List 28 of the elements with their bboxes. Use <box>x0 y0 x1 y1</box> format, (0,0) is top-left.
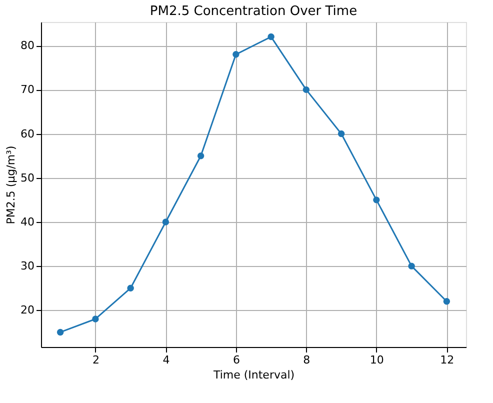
y-tick-label: 60 <box>20 127 34 140</box>
point <box>268 33 274 40</box>
chart-title: PM2.5 Concentration Over Time <box>150 4 358 19</box>
point <box>232 51 240 58</box>
point <box>127 284 134 292</box>
point <box>162 218 170 226</box>
point <box>302 86 310 94</box>
x-tick-label: 8 <box>303 354 310 366</box>
y-tick-label: 40 <box>20 215 34 228</box>
x-tick-label: 4 <box>162 354 170 366</box>
point <box>338 130 345 138</box>
y-tick-label: 20 <box>20 304 34 317</box>
x-tick-label: 10 <box>370 354 384 366</box>
point <box>373 196 380 204</box>
point <box>197 152 204 160</box>
point <box>56 328 64 336</box>
y-tick-label: 50 <box>20 171 34 184</box>
y-tick-label: 70 <box>20 83 34 96</box>
point <box>408 262 415 270</box>
point <box>92 316 99 322</box>
x-tick-label: 12 <box>440 354 454 366</box>
point <box>443 298 450 305</box>
x-axis-title: Time (Interval) <box>212 368 295 382</box>
y-tick-label: 80 <box>20 39 34 52</box>
y-tick-label: 30 <box>20 260 34 273</box>
x-tick-label: 6 <box>232 354 240 366</box>
y-axis-title: PM2.5 (µg/m³) <box>4 146 18 224</box>
x-tick-label: 2 <box>92 354 100 366</box>
